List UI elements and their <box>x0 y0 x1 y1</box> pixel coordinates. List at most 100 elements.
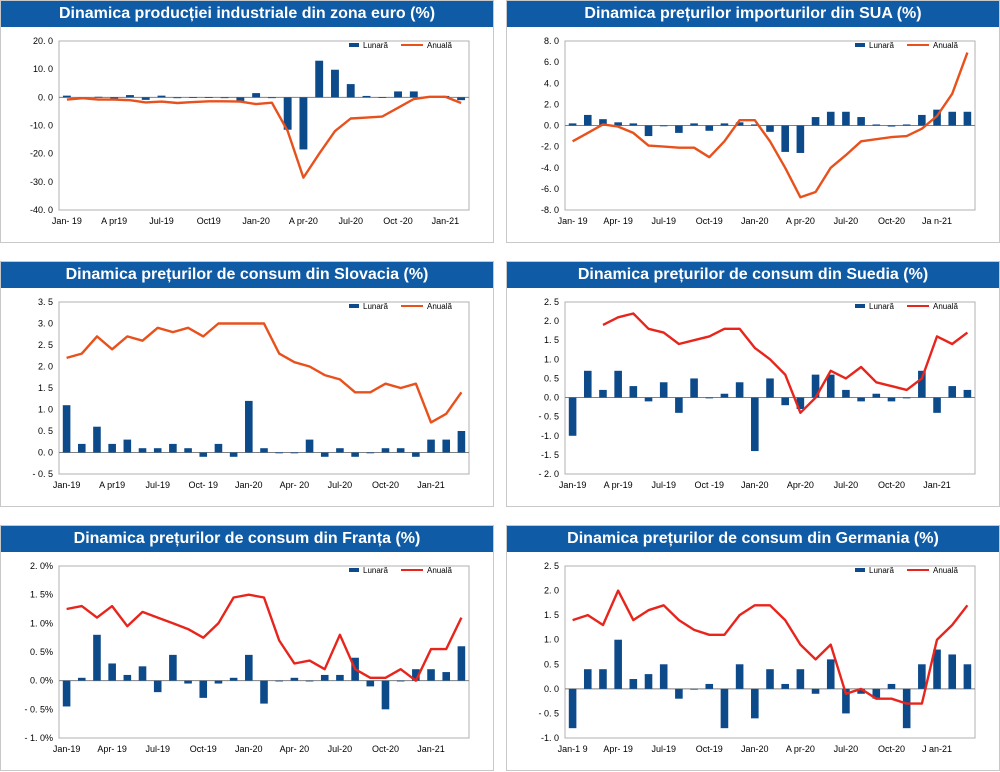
bar-monthly <box>842 111 850 126</box>
bar-monthly <box>766 378 774 398</box>
bar-monthly <box>320 674 329 681</box>
bar-monthly <box>887 125 896 127</box>
y-tick-label: 0. 0 <box>544 393 559 403</box>
legend-swatch-monthly <box>855 304 865 308</box>
bar-monthly <box>229 677 238 681</box>
y-tick-label: 2. 0 <box>544 99 559 109</box>
bar-monthly <box>690 123 698 126</box>
x-tick-label: Jul-20 <box>834 744 859 754</box>
legend-swatch-monthly <box>349 43 359 47</box>
bar-monthly <box>948 111 957 126</box>
y-tick-label: - 0. 5 <box>538 412 559 422</box>
bar-monthly <box>781 397 789 406</box>
bar-monthly <box>366 452 375 454</box>
y-tick-label: -1. 0 <box>541 733 559 743</box>
bar-monthly <box>442 439 451 453</box>
y-tick-label: 0. 0 <box>544 121 559 131</box>
y-tick-label: -30. 0 <box>30 177 53 187</box>
plot-area <box>564 565 976 739</box>
bar-monthly <box>705 397 714 399</box>
bar-monthly <box>252 93 261 98</box>
bar-monthly <box>705 683 714 689</box>
y-tick-label: -10. 0 <box>30 121 53 131</box>
bar-monthly <box>811 374 820 398</box>
bar-monthly <box>412 452 420 457</box>
bar-monthly <box>214 680 223 684</box>
x-tick-label: Apr- 19 <box>603 216 633 226</box>
x-tick-label: Apr- 19 <box>603 744 633 754</box>
x-tick-label: Apr-20 <box>787 480 814 490</box>
y-tick-label: 0. 0% <box>30 676 53 686</box>
bar-monthly <box>675 125 683 133</box>
x-tick-label: Jul-19 <box>149 216 174 226</box>
bar-monthly <box>184 448 192 453</box>
x-tick-label: Oct -19 <box>695 480 725 490</box>
y-tick-label: 2. 0 <box>38 362 53 372</box>
bar-monthly <box>62 95 71 98</box>
y-tick-label: 0. 5 <box>38 426 53 436</box>
x-tick-label: Oct-20 <box>878 480 905 490</box>
bar-monthly <box>62 680 71 707</box>
y-tick-label: 1. 0 <box>544 635 559 645</box>
y-tick-label: 1. 0% <box>30 618 53 628</box>
line-annual <box>572 52 969 199</box>
legend-swatch-monthly <box>349 568 359 572</box>
x-tick-label: Jan-21 <box>417 744 445 754</box>
x-tick-label: Jul-20 <box>834 480 859 490</box>
bar-monthly <box>123 439 132 453</box>
y-tick-label: -1. 0 <box>541 431 559 441</box>
bar-monthly <box>315 60 324 98</box>
bar-monthly <box>305 680 314 682</box>
line-annual <box>66 95 462 179</box>
plot-area <box>58 565 470 739</box>
bar-monthly <box>568 123 577 126</box>
bar-monthly <box>902 397 911 399</box>
y-tick-label: 0. 5 <box>544 373 559 383</box>
legend-swatch-monthly <box>855 568 865 572</box>
bar-monthly <box>236 97 245 102</box>
bar-monthly <box>826 111 835 126</box>
chart-svg: 2. 5 2. 0 1. 5 1. 0 0. 5 0. 0 - 0. 5 -1. 0Jan-1… <box>538 561 976 754</box>
bar-monthly <box>675 397 683 413</box>
bar-monthly <box>77 443 86 453</box>
bar-monthly <box>409 91 418 98</box>
x-tick-label: Jul-19 <box>651 480 676 490</box>
bar-monthly <box>275 452 283 454</box>
bar-monthly <box>141 97 150 100</box>
x-tick-label: A pr-19 <box>604 480 633 490</box>
legend-label-annual: Anuală <box>427 41 452 50</box>
line-annual <box>602 312 969 414</box>
y-tick-label: - 1. 0% <box>24 733 53 743</box>
x-tick-label: Oct- 19 <box>189 480 219 490</box>
bar-monthly <box>346 84 355 98</box>
line-annual <box>66 593 463 682</box>
bar-monthly <box>644 674 653 689</box>
y-tick-label: 3. 5 <box>38 297 53 307</box>
x-tick-label: Jul-20 <box>328 480 353 490</box>
bar-monthly <box>267 97 276 99</box>
chart-title: Dinamica prețurilor de consum din Suedia… <box>507 262 999 288</box>
bar-monthly <box>366 680 375 687</box>
x-tick-label: Apr- 20 <box>280 744 310 754</box>
chart-panel-us-import-prices: Dinamica prețurilor importurilor din SUA… <box>506 0 1000 243</box>
line-annual <box>572 589 969 705</box>
bar-monthly <box>123 674 132 681</box>
bar-monthly <box>842 688 850 714</box>
y-tick-label: 3. 0 <box>38 319 53 329</box>
bar-monthly <box>362 95 371 98</box>
bar-monthly <box>659 382 668 398</box>
bar-monthly <box>796 669 805 689</box>
legend-label-monthly: Lunară <box>869 566 894 575</box>
bar-monthly <box>427 439 435 453</box>
chart-svg: 20. 010. 00. 0-10. 0-20. 0-30. 0-40. 0Ja… <box>30 36 470 226</box>
x-tick-label: Jan-20 <box>235 744 263 754</box>
bar-monthly <box>933 397 941 413</box>
plot-area <box>564 301 976 475</box>
x-tick-label: Jul-19 <box>651 744 676 754</box>
bar-monthly <box>963 111 972 126</box>
bar-monthly <box>214 443 223 453</box>
bar-monthly <box>305 439 314 453</box>
bar-monthly <box>629 386 638 398</box>
bar-monthly <box>173 97 182 99</box>
chart-title: Dinamica prețurilor de consum din German… <box>507 526 999 552</box>
